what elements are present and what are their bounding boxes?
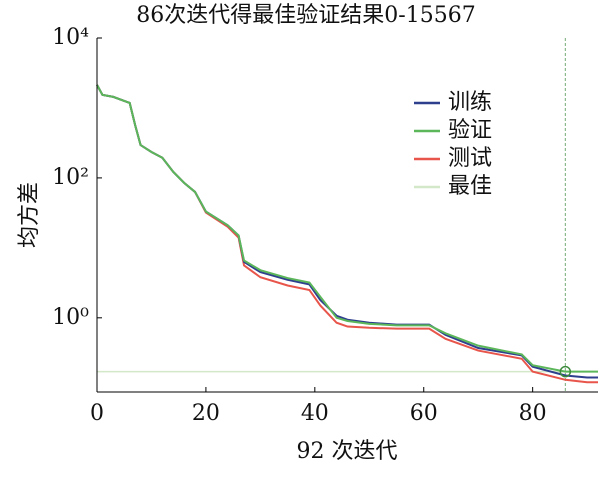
legend-label: 最佳 bbox=[448, 174, 492, 199]
best-marker bbox=[559, 365, 572, 378]
x-tick-label: 60 bbox=[410, 401, 438, 426]
x-axis-label: 92 次迭代 bbox=[297, 439, 398, 464]
legend-label: 训练 bbox=[448, 90, 492, 115]
series-line bbox=[96, 84, 598, 373]
legend-label: 验证 bbox=[448, 118, 492, 143]
chart-title: 86次迭代得最佳验证结果0-15567 bbox=[136, 3, 475, 28]
series-line bbox=[96, 84, 598, 384]
series-line bbox=[96, 84, 598, 379]
y-axis-label: 均方差 bbox=[17, 182, 42, 248]
x-tick-label: 80 bbox=[519, 401, 547, 426]
y-tick-label: 10² bbox=[52, 165, 89, 190]
y-tick-label: 10⁴ bbox=[52, 25, 89, 50]
x-tick-label: 0 bbox=[90, 401, 104, 426]
legend-label: 测试 bbox=[448, 146, 492, 171]
y-tick-label: 10⁰ bbox=[52, 305, 89, 330]
x-tick-label: 20 bbox=[192, 401, 220, 426]
x-tick-label: 40 bbox=[301, 401, 329, 426]
